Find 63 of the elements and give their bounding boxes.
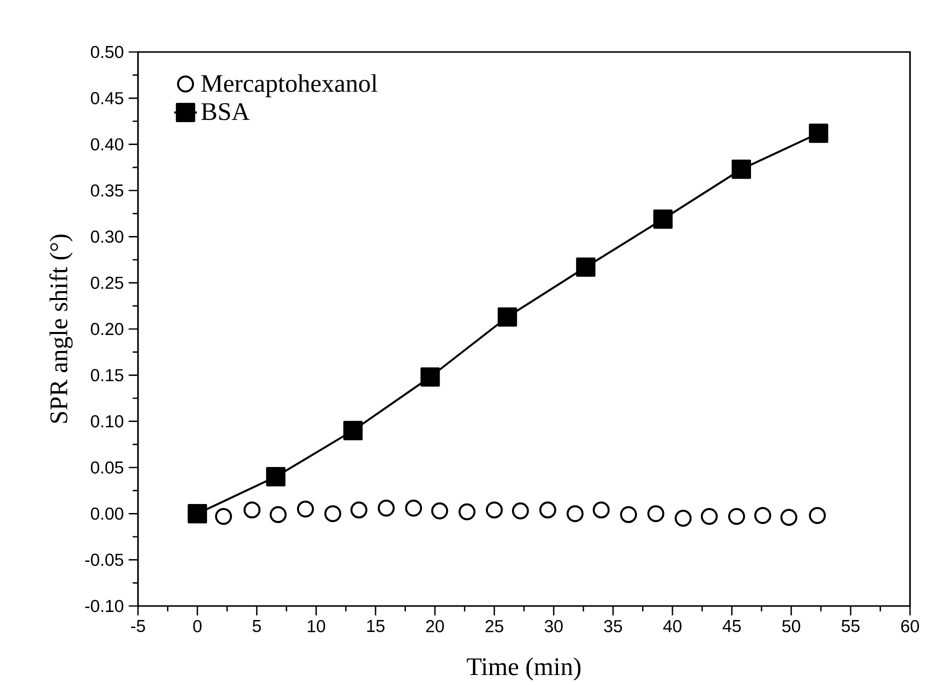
point [732, 160, 752, 179]
point [486, 502, 503, 518]
point [780, 508, 798, 526]
y-tick-label: 0.00 [90, 508, 124, 520]
point [647, 505, 664, 522]
point [420, 367, 440, 387]
x-tick-label: 20 [426, 620, 444, 632]
point [378, 500, 395, 517]
point [458, 503, 476, 520]
point [808, 124, 828, 143]
y-axis-title: SPR angle shift (°) [49, 234, 73, 423]
y-tick-label: 0.20 [90, 322, 124, 336]
point [539, 502, 556, 518]
point [297, 500, 314, 518]
x-tick-label: 35 [604, 620, 622, 632]
x-tick-label: 25 [486, 620, 504, 632]
x-tick-label: 45 [722, 620, 741, 632]
x-tick-label: 0 [193, 620, 202, 632]
point [653, 210, 673, 229]
y-tick-label: 0.35 [90, 184, 124, 197]
point [754, 507, 772, 524]
x-tick-label: 10 [308, 620, 326, 632]
y-tick-label: -0.10 [85, 600, 124, 612]
legend-label: Mercaptohexanol [201, 74, 378, 98]
y-tick-label: 0.25 [90, 276, 124, 290]
point [512, 502, 529, 520]
y-tick-label: 0.30 [90, 230, 124, 243]
legend-label: BSA [201, 103, 250, 120]
x-tick-label: 55 [842, 620, 860, 632]
point [576, 258, 596, 277]
x-tick-label: 30 [544, 620, 563, 632]
point [674, 510, 692, 527]
point [431, 502, 448, 520]
y-tick-label: 0.50 [90, 46, 124, 58]
point [350, 502, 368, 518]
point [270, 506, 287, 524]
point [620, 506, 637, 524]
x-tick-label: 5 [252, 620, 261, 632]
point [566, 505, 584, 522]
point [188, 504, 208, 524]
y-tick-label: 0.15 [90, 369, 124, 382]
y-tick-label: 0.10 [90, 415, 124, 428]
point [343, 420, 363, 440]
point [266, 467, 286, 486]
point [215, 508, 232, 525]
point [244, 502, 260, 518]
x-axis-title: Time (min) [466, 658, 580, 680]
x-tick-label: 60 [901, 620, 919, 632]
point [405, 500, 422, 517]
point [592, 502, 610, 518]
x-tick-label: 50 [782, 620, 800, 632]
point [324, 505, 342, 522]
point [700, 508, 718, 525]
point [498, 307, 518, 327]
y-tick-label: 0.45 [90, 92, 124, 104]
x-tick-label: 15 [367, 620, 384, 632]
y-tick-label: -0.05 [85, 554, 124, 566]
x-tick-label: -5 [131, 620, 145, 632]
y-tick-label: 0.05 [90, 461, 124, 474]
x-tick-label: 40 [663, 620, 682, 632]
point [728, 508, 746, 525]
point [808, 507, 826, 524]
y-tick-label: 0.40 [90, 138, 124, 151]
